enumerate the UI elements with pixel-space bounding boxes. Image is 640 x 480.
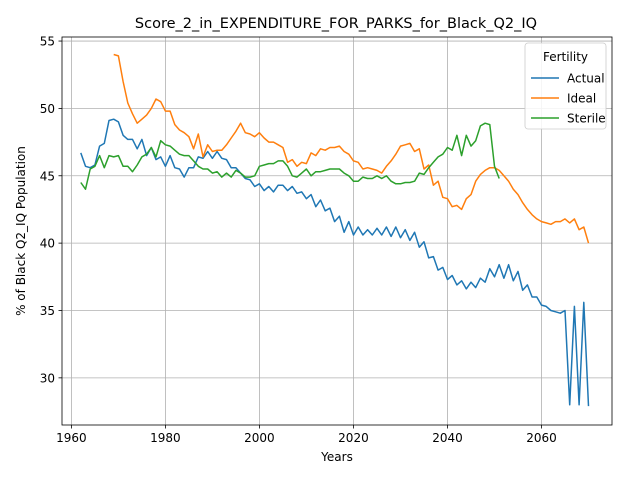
legend-label-actual: Actual [567, 72, 605, 86]
series-line-ideal [114, 55, 589, 244]
y-tick-label: 45 [40, 169, 55, 183]
legend-label-ideal: Ideal [567, 92, 596, 106]
series-lines [81, 55, 589, 407]
series-line-actual [81, 119, 589, 406]
x-tick-label: 2060 [526, 431, 557, 445]
y-tick-label: 55 [40, 35, 55, 49]
y-tick-label: 50 [40, 102, 55, 116]
y-tick-label: 35 [40, 304, 55, 318]
x-tick-label: 1980 [150, 431, 181, 445]
x-tick-label: 2040 [432, 431, 463, 445]
x-axis-ticks: 1960 1980 2000 2020 2040 2060 [56, 425, 557, 445]
series-line-sterile [81, 123, 499, 189]
y-tick-label: 30 [40, 371, 55, 385]
chart-title: Score_2_in_EXPENDITURE_FOR_PARKS_for_Bla… [135, 16, 537, 32]
y-axis-ticks: 30 35 40 45 50 55 [40, 35, 62, 386]
legend-label-sterile: Sterile [567, 112, 606, 126]
y-axis-label: % of Black Q2_IQ Population [14, 146, 28, 316]
x-tick-label: 1960 [56, 431, 87, 445]
x-axis-label: Years [320, 450, 353, 464]
x-tick-label: 2000 [244, 431, 275, 445]
x-tick-label: 2020 [338, 431, 369, 445]
legend: Fertility Actual Ideal Sterile [525, 43, 606, 129]
legend-title: Fertility [543, 50, 588, 64]
y-tick-label: 40 [40, 237, 55, 251]
